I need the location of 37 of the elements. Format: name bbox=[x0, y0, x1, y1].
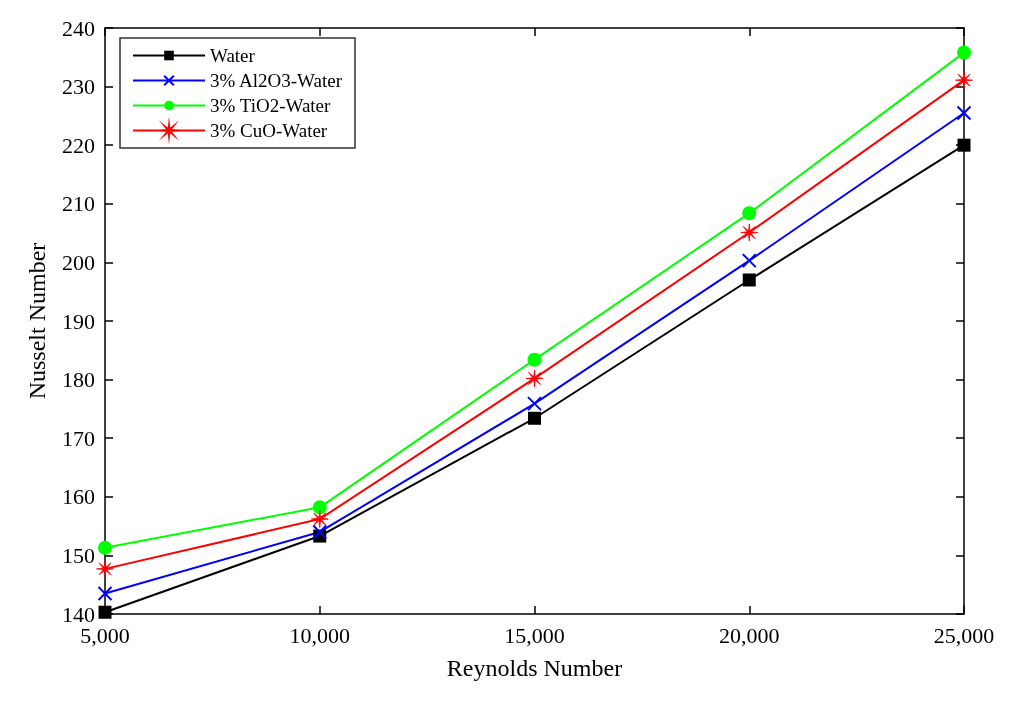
point bbox=[957, 45, 971, 60]
point bbox=[741, 253, 757, 269]
point bbox=[525, 369, 544, 388]
y-tick-label: 180 bbox=[62, 367, 95, 393]
point bbox=[312, 500, 327, 515]
point bbox=[312, 524, 328, 540]
y-tick-label: 230 bbox=[62, 74, 95, 100]
y-tick-label: 240 bbox=[62, 15, 95, 41]
point bbox=[96, 559, 114, 578]
x-tick-label: 25,000 bbox=[933, 622, 995, 648]
y-tick-label: 220 bbox=[62, 132, 95, 158]
y-tick-label: 160 bbox=[62, 484, 95, 510]
y-tick-label: 200 bbox=[62, 249, 95, 275]
point bbox=[97, 585, 113, 601]
y-tick-label: 170 bbox=[62, 425, 95, 451]
y-tick-label: 150 bbox=[62, 542, 95, 568]
legend-label: 3% Al2O3-Water bbox=[210, 70, 343, 91]
legend-label: 3% CuO-Water bbox=[210, 120, 328, 141]
point bbox=[98, 540, 112, 555]
point bbox=[742, 206, 757, 221]
legend-label: Water bbox=[210, 45, 256, 66]
point bbox=[955, 71, 973, 90]
x-tick-label: 15,000 bbox=[504, 622, 565, 648]
y-axis-title: Nusselt Number bbox=[24, 242, 50, 400]
point bbox=[742, 273, 756, 287]
x-axis-title: Reynolds Number bbox=[446, 655, 623, 681]
x-tick-label: 10,000 bbox=[289, 622, 350, 648]
y-tick-label: 190 bbox=[62, 308, 95, 334]
y-tick-label: 210 bbox=[62, 191, 95, 217]
point bbox=[740, 223, 759, 242]
point bbox=[310, 510, 329, 528]
point bbox=[527, 352, 542, 367]
legend-label: 3% TiO2-Water bbox=[210, 95, 332, 116]
point bbox=[527, 396, 542, 412]
x-tick-label: 20,000 bbox=[719, 622, 780, 648]
point bbox=[528, 411, 541, 425]
point bbox=[956, 105, 972, 121]
